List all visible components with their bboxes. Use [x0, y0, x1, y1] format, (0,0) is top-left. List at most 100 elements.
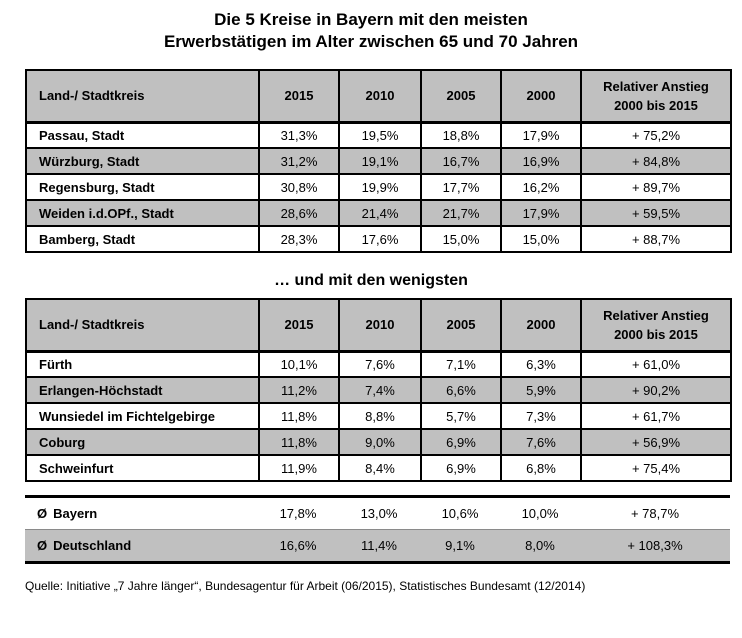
table-row: Passau, Stadt 31,3% 19,5% 18,8% 17,9% + 75,2% [25, 121, 732, 149]
value-cell: 15,0% [500, 225, 582, 253]
summary-value-cell: 10,6% [420, 496, 500, 530]
summary-table: Ø Bayern 17,8% 13,0% 10,6% 10,0% + 78,7% Ø Deuts… [25, 495, 730, 564]
value-cell: 18,8% [420, 121, 502, 149]
kreis-name-cell: Schweinfurt [25, 454, 260, 482]
column-header-kreis: Land-/ Stadtkreis [25, 69, 260, 124]
table-row: Regensburg, Stadt 30,8% 19,9% 17,7% 16,2% + 8… [25, 173, 732, 201]
summary-value-cell: + 78,7% [580, 496, 730, 530]
table-row: Würzburg, Stadt 31,2% 19,1% 16,7% 16,9% + 84,… [25, 147, 732, 175]
value-cell: 7,6% [500, 428, 582, 456]
value-cell: 30,8% [258, 173, 340, 201]
column-header-anstieg: Relativer Anstieg 2000 bis 2015 [580, 298, 732, 353]
table-row: Erlangen-Höchstadt 11,2% 7,4% 6,6% 5,9% + 90,… [25, 376, 732, 404]
table-least-kreise: Land-/ Stadtkreis 2015 2010 2005 2000 Re… [25, 298, 732, 482]
summary-value-cell: 8,0% [500, 529, 580, 563]
section-title-least: … und mit den wenigsten [274, 272, 468, 289]
summary-label: Deutschland [53, 538, 132, 553]
column-header-2010: 2010 [338, 69, 422, 124]
kreis-name-cell: Würzburg, Stadt [25, 147, 260, 175]
page-title-line2: Erwerbstätigen im Alter zwischen 65 und … [163, 32, 579, 51]
value-cell: 21,7% [420, 199, 502, 227]
value-cell: 7,1% [420, 350, 502, 378]
column-header-2000: 2000 [500, 69, 582, 124]
value-cell: 17,6% [338, 225, 422, 253]
value-cell: + 90,2% [580, 376, 732, 404]
column-header-2015: 2015 [258, 298, 340, 353]
summary-value-cell: 16,6% [258, 529, 338, 563]
value-cell: 6,3% [500, 350, 582, 378]
kreis-name-cell: Regensburg, Stadt [25, 173, 260, 201]
column-header-anstieg-line1: Relativer Anstieg [603, 307, 709, 323]
average-icon: Ø [37, 538, 48, 553]
summary-value-cell: 10,0% [500, 496, 580, 530]
summary-label-cell: Ø Deutschland [25, 529, 258, 563]
source-note: Quelle: Initiative „7 Jahre länger“, Bun… [25, 579, 586, 593]
value-cell: + 56,9% [580, 428, 732, 456]
page-title: Die 5 Kreise in Bayern mit den meisten E… [0, 0, 742, 53]
summary-value-cell: 13,0% [338, 496, 420, 530]
value-cell: 17,9% [500, 121, 582, 149]
summary-value-cell: 17,8% [258, 496, 338, 530]
value-cell: 10,1% [258, 350, 340, 378]
kreis-name-cell: Passau, Stadt [25, 121, 260, 149]
summary-value-cell: 9,1% [420, 529, 500, 563]
value-cell: 19,1% [338, 147, 422, 175]
value-cell: + 89,7% [580, 173, 732, 201]
value-cell: 5,7% [420, 402, 502, 430]
value-cell: 15,0% [420, 225, 502, 253]
value-cell: 8,8% [338, 402, 422, 430]
column-header-2000: 2000 [500, 298, 582, 353]
table-row: Weiden i.d.OPf., Stadt 28,6% 21,4% 21,7% 17,… [25, 199, 732, 227]
value-cell: + 61,0% [580, 350, 732, 378]
table-header-row: Land-/ Stadtkreis 2015 2010 2005 2000 Re… [25, 298, 732, 353]
value-cell: 16,2% [500, 173, 582, 201]
value-cell: 6,8% [500, 454, 582, 482]
value-cell: 21,4% [338, 199, 422, 227]
value-cell: 17,9% [500, 199, 582, 227]
column-header-anstieg-line2: 2000 bis 2015 [614, 97, 698, 113]
value-cell: 11,8% [258, 402, 340, 430]
summary-row: Ø Bayern 17,8% 13,0% 10,6% 10,0% + 78,7% [25, 496, 730, 530]
column-header-2005: 2005 [420, 69, 502, 124]
table-row: Schweinfurt 11,9% 8,4% 6,9% 6,8% + 75,4% [25, 454, 732, 482]
value-cell: 31,2% [258, 147, 340, 175]
value-cell: 6,9% [420, 428, 502, 456]
summary-label-cell: Ø Bayern [25, 496, 258, 530]
value-cell: 6,9% [420, 454, 502, 482]
kreis-name-cell: Coburg [25, 428, 260, 456]
value-cell: + 59,5% [580, 199, 732, 227]
kreis-name-cell: Fürth [25, 350, 260, 378]
value-cell: 28,6% [258, 199, 340, 227]
value-cell: 6,6% [420, 376, 502, 404]
column-header-2010: 2010 [338, 298, 422, 353]
value-cell: 7,4% [338, 376, 422, 404]
kreis-name-cell: Weiden i.d.OPf., Stadt [25, 199, 260, 227]
value-cell: 8,4% [338, 454, 422, 482]
table-row: Coburg 11,8% 9,0% 6,9% 7,6% + 56,9% [25, 428, 732, 456]
table-row: Bamberg, Stadt 28,3% 17,6% 15,0% 15,0% + 88,7… [25, 225, 732, 253]
value-cell: 28,3% [258, 225, 340, 253]
kreis-name-cell: Erlangen-Höchstadt [25, 376, 260, 404]
column-header-kreis: Land-/ Stadtkreis [25, 298, 260, 353]
kreis-name-cell: Wunsiedel im Fichtelgebirge [25, 402, 260, 430]
summary-row: Ø Deutschland 16,6% 11,4% 9,1% 8,0% + 108,3% [25, 529, 730, 563]
value-cell: 11,8% [258, 428, 340, 456]
value-cell: 17,7% [420, 173, 502, 201]
column-header-2005: 2005 [420, 298, 502, 353]
value-cell: 11,9% [258, 454, 340, 482]
value-cell: 16,7% [420, 147, 502, 175]
summary-value-cell: + 108,3% [580, 529, 730, 563]
value-cell: 31,3% [258, 121, 340, 149]
value-cell: + 88,7% [580, 225, 732, 253]
table-row: Wunsiedel im Fichtelgebirge 11,8% 8,8% 5,7%… [25, 402, 732, 430]
value-cell: 19,5% [338, 121, 422, 149]
value-cell: 19,9% [338, 173, 422, 201]
value-cell: 5,9% [500, 376, 582, 404]
column-header-2015: 2015 [258, 69, 340, 124]
summary-value-cell: 11,4% [338, 529, 420, 563]
value-cell: + 84,8% [580, 147, 732, 175]
summary-label: Bayern [53, 506, 98, 521]
table-most-kreise: Land-/ Stadtkreis 2015 2010 2005 2000 Re… [25, 69, 732, 253]
table-row: Fürth 10,1% 7,6% 7,1% 6,3% + 61,0% [25, 350, 732, 378]
